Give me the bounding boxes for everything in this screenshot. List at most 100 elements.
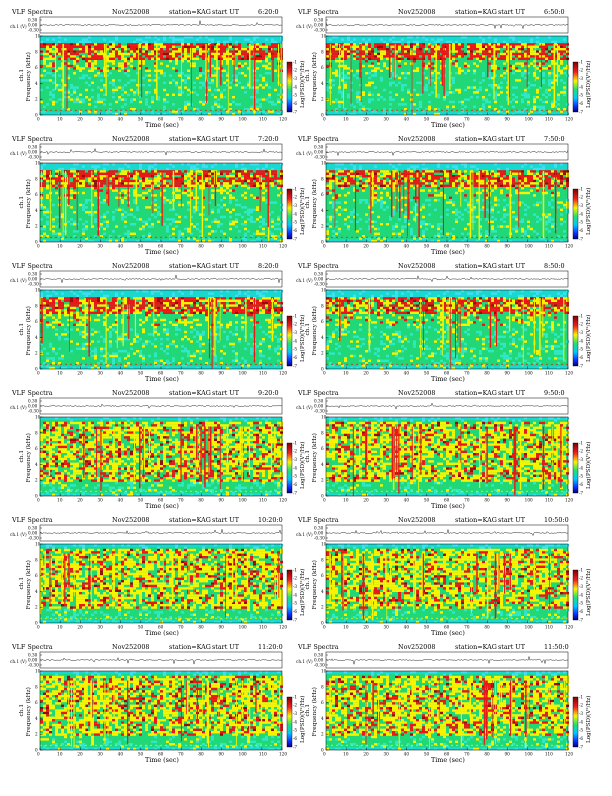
psd-cell	[130, 46, 133, 48]
psd-cell	[250, 163, 253, 165]
psd-cell	[452, 46, 455, 48]
psd-cell	[473, 175, 476, 177]
psd-cell	[49, 312, 52, 314]
psd-cell	[362, 199, 365, 201]
psd-cell	[380, 43, 383, 45]
psd-cell	[452, 55, 455, 57]
psd-cell	[551, 194, 554, 196]
psd-cell	[362, 106, 365, 108]
psd-cell	[208, 201, 211, 203]
psd-cell	[271, 233, 274, 235]
psd-cell	[235, 84, 238, 86]
psd-cell	[118, 62, 121, 64]
psd-cell	[82, 182, 85, 184]
psd-cell	[416, 50, 419, 52]
psd-cell	[392, 175, 395, 177]
psd-cell	[437, 165, 440, 167]
psd-cell	[73, 89, 76, 91]
psd-cell	[449, 177, 452, 179]
psd-cell	[503, 221, 506, 223]
psd-cell	[392, 173, 395, 175]
psd-cell	[563, 94, 566, 96]
psd-cell	[524, 233, 527, 235]
psd-cell	[169, 50, 172, 52]
psd-cell	[458, 53, 461, 55]
psd-cell	[413, 41, 416, 43]
psd-cell	[500, 74, 503, 76]
psd-cell	[166, 53, 169, 55]
psd-cell	[380, 79, 383, 81]
psd-cell	[121, 180, 124, 182]
psd-cell	[79, 185, 82, 187]
psd-cell	[166, 55, 169, 57]
psd-cell	[560, 177, 563, 179]
psd-cell	[40, 43, 43, 45]
psd-cell	[518, 55, 521, 57]
psd-cell	[214, 89, 217, 91]
psd-cell	[223, 182, 226, 184]
psd-cell	[55, 187, 58, 189]
psd-cell	[175, 84, 178, 86]
psd-cell	[374, 180, 377, 182]
psd-cell	[560, 180, 563, 182]
psd-cell	[377, 228, 380, 230]
psd-cell	[178, 173, 181, 175]
psd-cell	[142, 343, 145, 345]
psd-cell	[503, 182, 506, 184]
psd-cell	[518, 53, 521, 55]
psd-cell	[488, 84, 491, 86]
psd-cell	[344, 168, 347, 170]
psd-cell	[533, 60, 536, 62]
psd-cell	[52, 233, 55, 235]
psd-cell	[88, 41, 91, 43]
psd-cell	[145, 48, 148, 50]
psd-cell	[335, 180, 338, 182]
psd-cell	[85, 199, 88, 201]
psd-cell	[148, 58, 151, 60]
psd-cell	[55, 297, 58, 299]
psd-cell	[371, 98, 374, 100]
psd-cell	[151, 101, 154, 103]
psd-cell	[124, 300, 127, 302]
psd-cell	[49, 343, 52, 345]
psd-cell	[79, 175, 82, 177]
psd-cell	[392, 206, 395, 208]
psd-cell	[500, 55, 503, 57]
psd-cell	[527, 192, 530, 194]
psd-cell	[190, 168, 193, 170]
psd-cell	[100, 98, 103, 100]
psd-cell	[386, 43, 389, 45]
psd-cell	[353, 106, 356, 108]
psd-cell	[551, 218, 554, 220]
psd-cell	[238, 65, 241, 67]
trace-frame	[40, 144, 282, 160]
psd-cell	[43, 213, 46, 215]
psd-cell	[329, 180, 332, 182]
psd-cell	[256, 55, 259, 57]
psd-cell	[344, 177, 347, 179]
psd-cell	[560, 110, 563, 112]
psd-cell	[94, 46, 97, 48]
psd-cell	[262, 182, 265, 184]
psd-cell	[40, 295, 43, 297]
psd-cell	[365, 50, 368, 52]
psd-cell	[380, 96, 383, 98]
psd-cell	[193, 65, 196, 67]
psd-cell	[40, 79, 43, 81]
psd-cell	[410, 228, 413, 230]
psd-cell	[437, 170, 440, 172]
psd-cell	[121, 213, 124, 215]
psd-cell	[335, 55, 338, 57]
psd-cell	[521, 43, 524, 45]
psd-cell	[431, 91, 434, 93]
psd-cell	[256, 36, 259, 38]
psd-cell	[232, 175, 235, 177]
psd-cell	[539, 98, 542, 100]
psd-cell	[551, 101, 554, 103]
psd-cell	[521, 173, 524, 175]
time-tick-label: 100	[525, 244, 533, 249]
psd-cell	[49, 50, 52, 52]
psd-cell	[470, 50, 473, 52]
psd-cell	[503, 199, 506, 201]
psd-cell	[479, 60, 482, 62]
